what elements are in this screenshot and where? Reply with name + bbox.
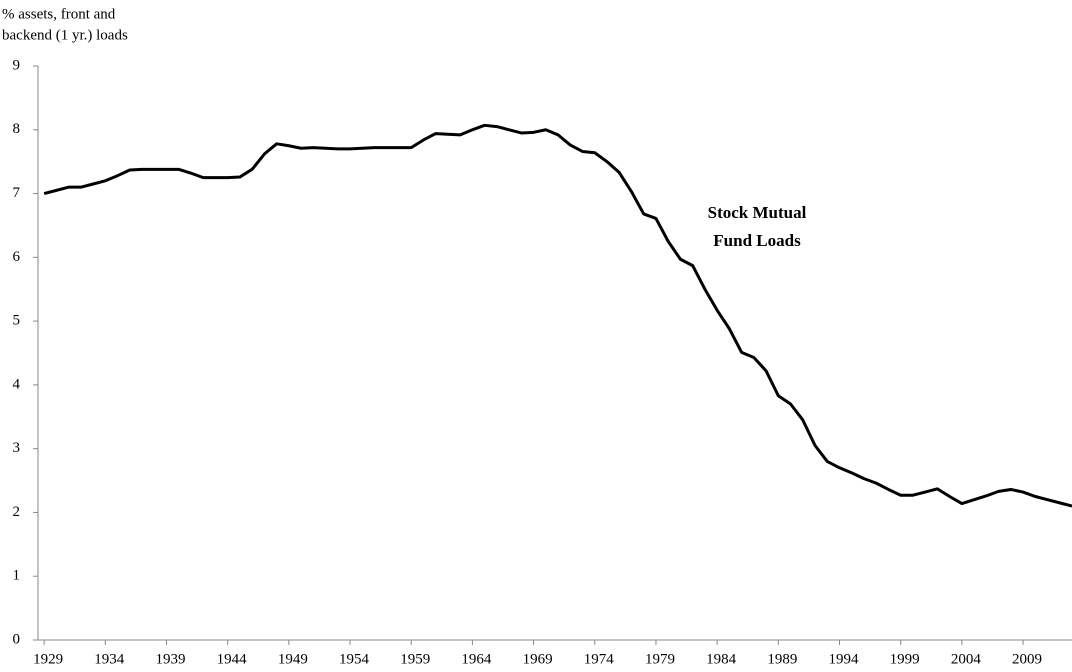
y-axis-label: % assets, front and (2, 6, 116, 22)
x-tick-label: 1959 (400, 651, 430, 667)
x-tick-label: 1974 (584, 651, 615, 667)
x-tick-label: 1929 (33, 651, 63, 667)
y-tick-label: 9 (13, 57, 21, 73)
x-tick-label: 1969 (523, 651, 553, 667)
y-axis-label: backend (1 yr.) loads (2, 27, 128, 43)
y-tick-label: 2 (13, 504, 21, 520)
x-tick-label: 1954 (339, 651, 370, 667)
x-tick-label: 2009 (1012, 651, 1042, 667)
y-tick-label: 6 (13, 249, 21, 265)
x-tick-label: 1979 (645, 651, 675, 667)
y-tick-label: 3 (13, 440, 21, 456)
y-tick-label: 1 (13, 568, 21, 584)
y-tick-label: 4 (13, 376, 21, 392)
y-tick-label: 8 (13, 121, 21, 137)
data-line (43, 123, 1072, 508)
x-tick-label: 1984 (706, 651, 737, 667)
x-tick-label: 1944 (217, 651, 248, 667)
annotation: Fund Loads (713, 231, 801, 250)
x-tick-label: 1999 (890, 651, 920, 667)
x-tick-label: 1989 (767, 651, 797, 667)
x-tick-label: 1934 (94, 651, 125, 667)
annotation: Stock Mutual (708, 203, 807, 222)
x-tick-label: 1994 (829, 651, 860, 667)
y-tick-label: 5 (13, 313, 21, 329)
x-tick-label: 1939 (155, 651, 185, 667)
x-tick-label: 1949 (278, 651, 308, 667)
y-tick-label: 0 (13, 631, 21, 647)
x-tick-label: 1964 (461, 651, 492, 667)
y-tick-label: 7 (13, 185, 21, 201)
x-tick-label: 2004 (951, 651, 982, 667)
